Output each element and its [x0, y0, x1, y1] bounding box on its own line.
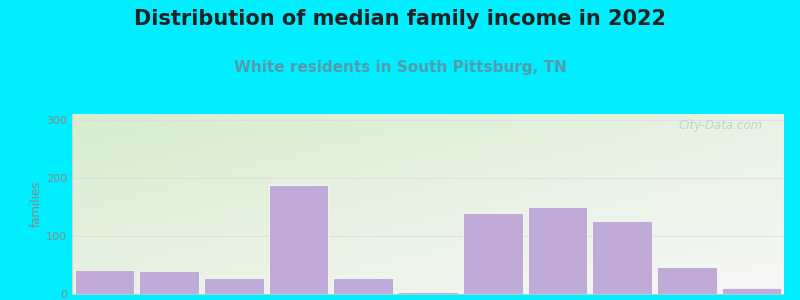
Bar	[528, 207, 587, 294]
Bar	[593, 221, 652, 294]
Y-axis label: families: families	[30, 181, 43, 227]
Bar	[269, 185, 328, 294]
Text: White residents in South Pittsburg, TN: White residents in South Pittsburg, TN	[234, 60, 566, 75]
Bar	[722, 288, 782, 294]
Bar	[204, 278, 263, 294]
Bar	[398, 292, 458, 294]
Bar	[334, 278, 393, 294]
Bar	[657, 267, 717, 294]
Text: City-Data.com: City-Data.com	[678, 119, 762, 132]
Bar	[463, 213, 522, 294]
Text: Distribution of median family income in 2022: Distribution of median family income in …	[134, 9, 666, 29]
Bar	[139, 271, 199, 294]
Bar	[74, 270, 134, 294]
